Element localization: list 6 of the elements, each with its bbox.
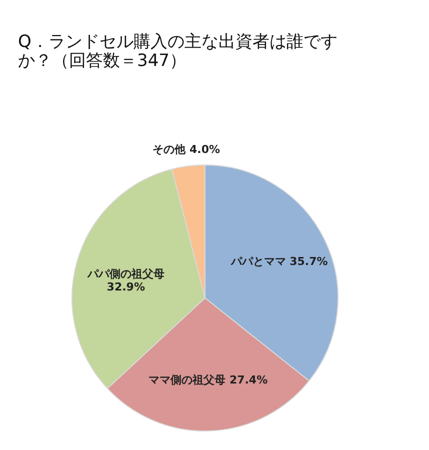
slice-label: ママ側の祖父母 27.4% [148,373,268,386]
slice-label: その他 4.0% [152,143,220,156]
chart-title: Q．ランドセル購入の主な出資者は誰ですか？（回答数＝347） [18,32,338,71]
slice-label: パパ側の祖父母 [86,268,164,281]
slice-label: パパとママ 35.7% [230,255,328,268]
data-label: 32.9% [106,280,145,294]
